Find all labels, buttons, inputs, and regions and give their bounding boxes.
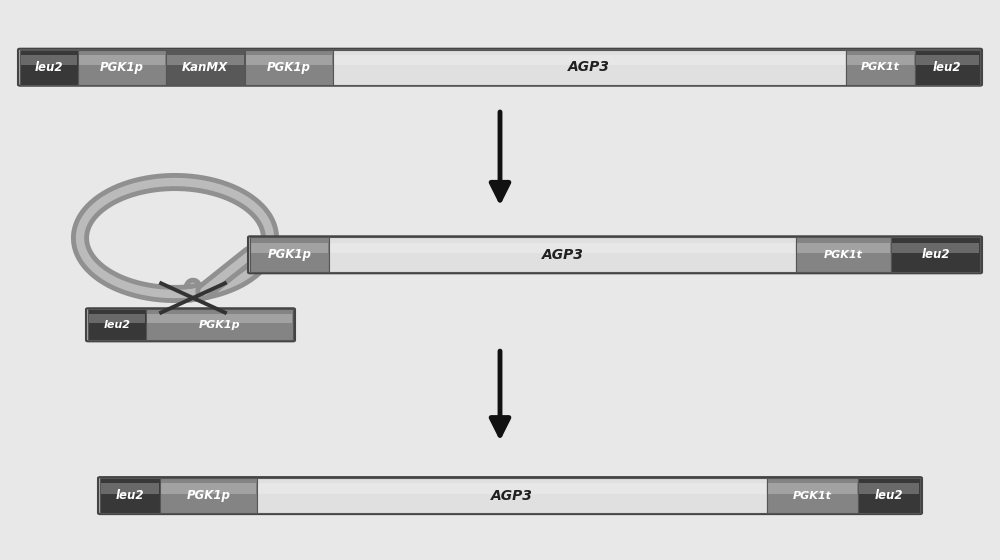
Text: AGP3: AGP3: [491, 488, 533, 503]
Text: leu2: leu2: [933, 60, 962, 74]
FancyBboxPatch shape: [18, 49, 982, 86]
Text: KanMX: KanMX: [182, 60, 228, 74]
FancyBboxPatch shape: [86, 308, 295, 342]
FancyBboxPatch shape: [20, 50, 78, 85]
FancyBboxPatch shape: [257, 478, 767, 513]
FancyBboxPatch shape: [768, 483, 857, 494]
FancyBboxPatch shape: [847, 55, 914, 66]
FancyBboxPatch shape: [21, 55, 77, 66]
FancyBboxPatch shape: [147, 314, 292, 323]
FancyBboxPatch shape: [258, 483, 766, 494]
FancyBboxPatch shape: [846, 50, 915, 85]
Text: PGK1p: PGK1p: [100, 60, 144, 74]
FancyBboxPatch shape: [796, 237, 891, 272]
Text: leu2: leu2: [921, 248, 950, 262]
FancyBboxPatch shape: [329, 237, 796, 272]
Text: PGK1p: PGK1p: [199, 320, 241, 330]
FancyBboxPatch shape: [891, 237, 980, 272]
FancyBboxPatch shape: [100, 478, 160, 513]
FancyBboxPatch shape: [333, 50, 846, 85]
FancyBboxPatch shape: [250, 237, 329, 272]
Text: PGK1t: PGK1t: [861, 62, 900, 72]
Text: AGP3: AGP3: [568, 60, 610, 74]
Text: leu2: leu2: [116, 489, 144, 502]
Text: AGP3: AGP3: [542, 248, 583, 262]
FancyBboxPatch shape: [78, 50, 166, 85]
Text: PGK1p: PGK1p: [267, 60, 311, 74]
FancyBboxPatch shape: [767, 478, 858, 513]
FancyBboxPatch shape: [245, 50, 333, 85]
FancyBboxPatch shape: [916, 55, 979, 66]
FancyBboxPatch shape: [88, 310, 146, 340]
Text: leu2: leu2: [875, 489, 903, 502]
FancyBboxPatch shape: [330, 242, 795, 253]
FancyBboxPatch shape: [146, 310, 293, 340]
FancyBboxPatch shape: [797, 242, 890, 253]
Text: leu2: leu2: [104, 320, 131, 330]
FancyBboxPatch shape: [248, 236, 982, 273]
FancyBboxPatch shape: [892, 242, 979, 253]
Text: PGK1t: PGK1t: [793, 491, 832, 501]
Text: PGK1t: PGK1t: [824, 250, 863, 260]
Text: leu2: leu2: [35, 60, 63, 74]
FancyBboxPatch shape: [160, 478, 257, 513]
FancyBboxPatch shape: [98, 477, 922, 514]
FancyBboxPatch shape: [166, 50, 245, 85]
FancyBboxPatch shape: [915, 50, 980, 85]
FancyBboxPatch shape: [251, 242, 328, 253]
FancyBboxPatch shape: [858, 478, 920, 513]
FancyBboxPatch shape: [101, 483, 159, 494]
Text: PGK1p: PGK1p: [186, 489, 230, 502]
FancyBboxPatch shape: [161, 483, 256, 494]
FancyBboxPatch shape: [79, 55, 165, 66]
FancyBboxPatch shape: [246, 55, 332, 66]
Text: PGK1p: PGK1p: [267, 248, 311, 262]
FancyBboxPatch shape: [859, 483, 919, 494]
FancyBboxPatch shape: [334, 55, 845, 66]
FancyBboxPatch shape: [167, 55, 244, 66]
FancyBboxPatch shape: [89, 314, 145, 323]
